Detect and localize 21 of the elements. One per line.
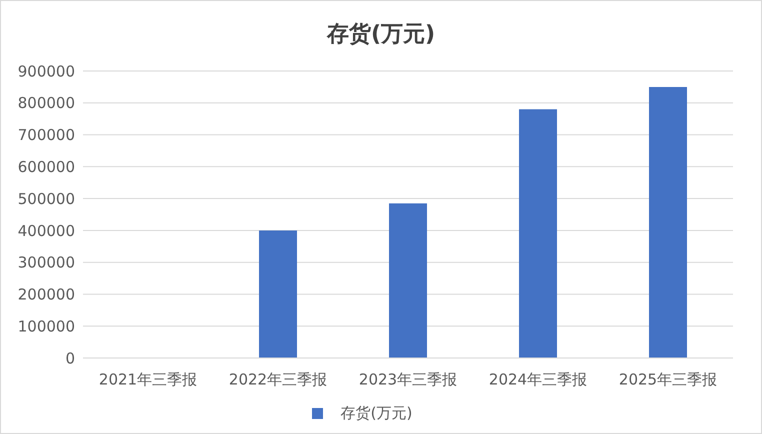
y-tick-label: 0: [65, 349, 75, 368]
y-tick-label: 900000: [18, 62, 75, 80]
bar: [389, 203, 427, 358]
y-tick-label: 300000: [18, 254, 75, 272]
x-tick-label: 2025年三季报: [618, 370, 718, 389]
y-tick-label: 800000: [18, 94, 75, 112]
y-tick-label: 600000: [18, 158, 75, 176]
bar: [649, 86, 687, 358]
bar: [519, 109, 557, 358]
x-tick-label: 2021年三季报: [98, 370, 198, 389]
x-tick-label: 2024年三季报: [488, 370, 588, 389]
y-tick-label: 100000: [18, 317, 75, 336]
chart-title: 存货(万元): [326, 21, 436, 49]
legend-label: 存货(万元): [340, 404, 412, 422]
y-tick-label: 200000: [18, 286, 75, 304]
x-tick-label: 2023年三季报: [358, 370, 458, 389]
y-tick-label: 400000: [18, 222, 75, 240]
x-tick-label: 2022年三季报: [228, 370, 328, 389]
y-tick-label: 700000: [18, 126, 75, 144]
bar: [259, 230, 297, 358]
y-tick-label: 500000: [18, 190, 75, 208]
